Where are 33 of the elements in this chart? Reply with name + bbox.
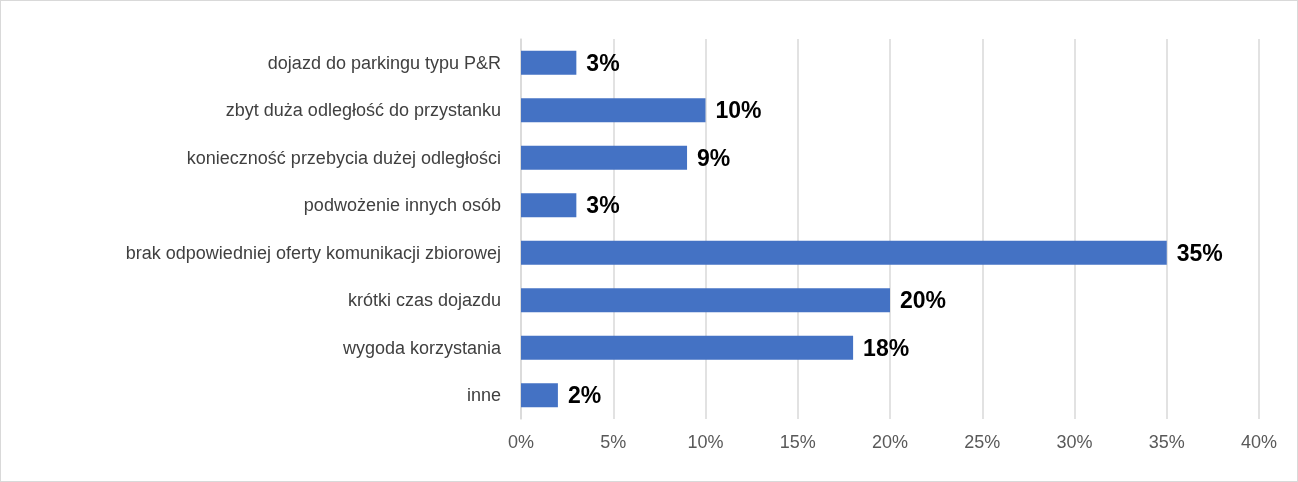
x-tick-label: 25% — [964, 432, 1001, 452]
bar — [521, 98, 706, 123]
bar — [521, 383, 558, 408]
y-tick-label: konieczność przebycia dużej odległości — [186, 147, 501, 168]
data-label: 3% — [586, 192, 620, 219]
bar — [521, 240, 1167, 265]
y-tick-label: podwożenie innych osób — [303, 195, 501, 216]
x-tick-label: 20% — [871, 432, 909, 452]
data-label: 2% — [567, 382, 602, 409]
y-tick-label: krótki czas dojazdu — [347, 290, 501, 311]
x-tick-label: 0% — [507, 432, 535, 452]
data-label: 9% — [697, 144, 731, 171]
x-tick-label: 5% — [600, 432, 627, 452]
data-label: 35% — [1176, 239, 1223, 266]
bar — [521, 145, 688, 170]
bar — [521, 193, 577, 218]
x-tick-label: 35% — [1148, 432, 1185, 452]
data-label: 20% — [900, 287, 947, 314]
y-tick-label: wygoda korzystania — [341, 337, 502, 358]
x-tick-label: 40% — [1240, 432, 1278, 452]
y-tick-label: inne — [466, 385, 501, 406]
y-tick-label: brak odpowiedniej oferty komunikacji zbiorowej — [125, 242, 501, 263]
y-tick-label: zbyt duża odległość do przystanku — [225, 100, 501, 121]
bar — [521, 335, 854, 360]
data-label: 18% — [863, 334, 910, 361]
x-tick-label: 30% — [1056, 432, 1093, 452]
bar — [521, 50, 577, 75]
bar — [521, 288, 890, 313]
data-label: 10% — [715, 97, 762, 124]
x-tick-label: 10% — [687, 432, 724, 452]
data-label: 3% — [586, 49, 620, 76]
x-tick-label: 15% — [779, 432, 816, 452]
y-tick-label: dojazd do parkingu typu P&R — [267, 52, 501, 73]
